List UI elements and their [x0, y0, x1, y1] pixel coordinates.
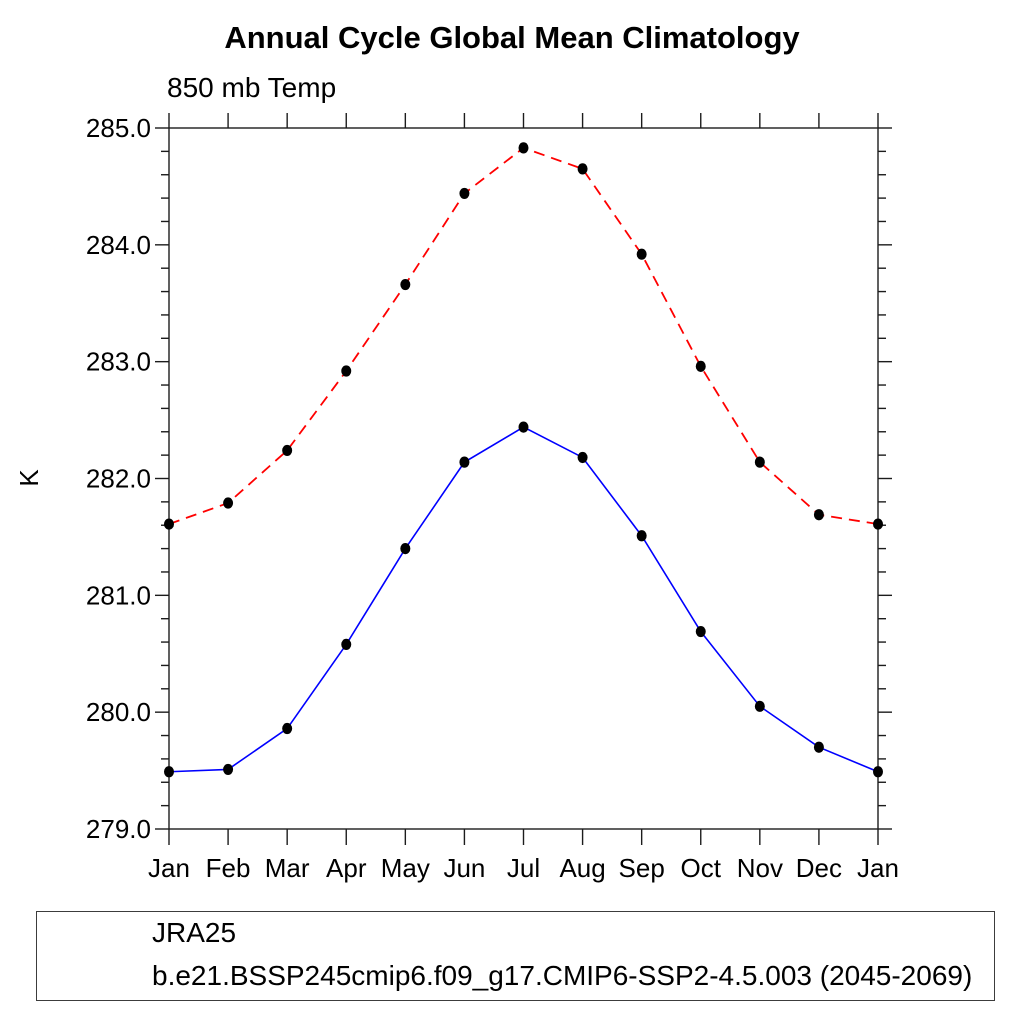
x-tick-label: Aug: [559, 853, 605, 883]
series-line-0: [168, 426, 879, 773]
x-tick-label: Jun: [443, 853, 485, 883]
data-point-marker: [695, 625, 706, 638]
x-tick-label: May: [381, 853, 430, 883]
data-point-marker: [164, 766, 174, 778]
data-point-marker: [577, 163, 588, 175]
page-title: Annual Cycle Global Mean Climatology: [224, 20, 800, 55]
legend: [36, 911, 995, 1001]
y-tick-label: 279.0: [86, 814, 151, 844]
data-point-marker: [223, 497, 234, 509]
x-tick-label: Oct: [681, 853, 722, 883]
x-tick-label: Feb: [206, 853, 251, 883]
data-point-marker: [282, 444, 293, 457]
x-tick-label: Sep: [619, 853, 665, 883]
data-point-marker: [341, 365, 352, 377]
legend-item-label-cmip6: b.e21.BSSP245cmip6.f09_g17.CMIP6-SSP2-4.…: [152, 960, 973, 991]
data-point-marker: [164, 518, 174, 530]
y-tick-label: 282.0: [86, 464, 151, 494]
data-point-marker: [873, 766, 883, 778]
x-tick-label: Jul: [507, 853, 540, 883]
data-point-marker: [459, 187, 470, 200]
data-point-marker: [400, 278, 411, 291]
y-tick-label: 280.0: [86, 697, 151, 727]
data-point-marker: [459, 456, 470, 468]
data-point-marker: [873, 518, 883, 530]
plot-frame: [168, 127, 879, 830]
x-tick-label: Dec: [796, 853, 842, 883]
data-point-marker: [636, 530, 647, 542]
data-point-marker: [813, 741, 824, 753]
data-point-marker: [518, 421, 529, 433]
x-tick-label: Jan: [857, 853, 899, 883]
y-tick-label: 283.0: [86, 347, 151, 377]
y-axis-title: K: [14, 469, 44, 487]
data-point-marker: [223, 763, 234, 776]
x-tick-label: Jan: [148, 853, 190, 883]
data-point-marker: [400, 543, 411, 555]
data-point-marker: [518, 142, 529, 154]
y-tick-label: 281.0: [86, 580, 151, 610]
data-point-marker: [282, 722, 293, 735]
data-point-marker: [813, 509, 824, 521]
chart-subtitle: 850 mb Temp: [167, 72, 337, 103]
data-point-marker: [341, 638, 352, 651]
data-point-marker: [754, 700, 765, 712]
legend-item-label-jra25: JRA25: [152, 917, 237, 948]
data-point-marker: [577, 451, 588, 464]
y-tick-label: 285.0: [86, 113, 151, 143]
x-tick-label: Apr: [326, 853, 367, 883]
x-tick-label: Nov: [737, 853, 783, 883]
data-point-marker: [636, 248, 647, 260]
data-point-marker: [754, 456, 765, 468]
series-line-1: [168, 146, 879, 525]
y-tick-label: 284.0: [86, 230, 151, 260]
data-point-marker: [695, 360, 706, 372]
x-tick-label: Mar: [265, 853, 310, 883]
